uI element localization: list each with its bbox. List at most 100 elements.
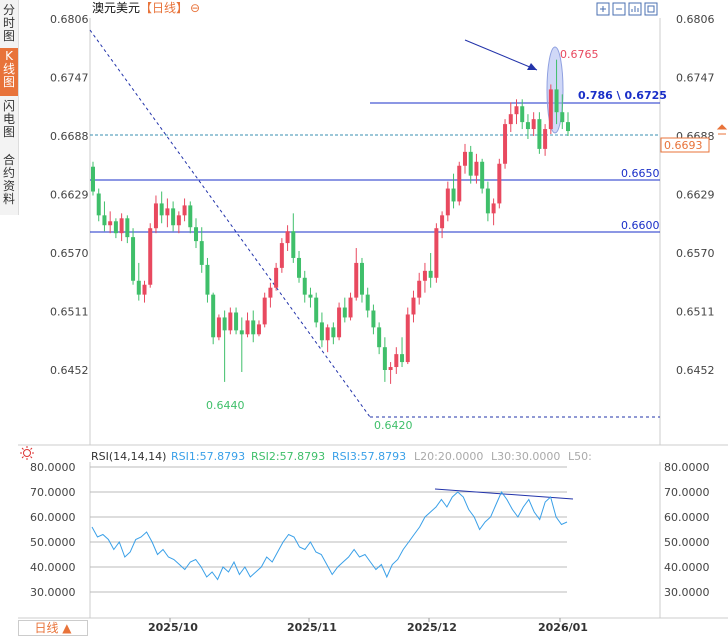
candle-body bbox=[96, 193, 101, 216]
time-axis-label: 2026/01 bbox=[538, 621, 588, 634]
candle-body bbox=[337, 307, 342, 338]
tab-kline[interactable]: K线图 bbox=[0, 48, 18, 96]
rsi1-value: RSI1:57.8793 bbox=[171, 450, 245, 463]
symbol-title: 澳元美元 bbox=[92, 1, 141, 15]
candle-body bbox=[543, 129, 548, 149]
candle-body bbox=[382, 347, 387, 370]
period-label[interactable]: 【日线】 bbox=[140, 1, 189, 15]
candle-body bbox=[451, 188, 456, 202]
price-tick-left: 0.6747 bbox=[50, 72, 89, 85]
candle-body bbox=[525, 122, 530, 130]
l30-value: L30:30.0000 bbox=[491, 450, 560, 463]
price-tick-left: 0.6511 bbox=[50, 306, 89, 319]
candle-body bbox=[531, 119, 536, 130]
time-axis-label: 2025/10 bbox=[148, 621, 198, 634]
candle-body bbox=[222, 317, 227, 331]
settings-icon[interactable]: ⊖ bbox=[190, 1, 201, 15]
candle-body bbox=[348, 297, 353, 318]
high-price-label: 0.6765 bbox=[560, 48, 599, 61]
fullscreen-icon[interactable] bbox=[644, 2, 658, 16]
low-label-0640: 0.6440 bbox=[206, 399, 245, 412]
level-label-0600: 0.6600 bbox=[621, 219, 660, 232]
arrow-head bbox=[527, 63, 537, 70]
price-tick-right: 0.6452 bbox=[676, 364, 715, 377]
candle-body bbox=[377, 327, 382, 348]
candle-body bbox=[268, 287, 273, 298]
candle-body bbox=[422, 270, 427, 281]
indicator-icon[interactable] bbox=[628, 2, 642, 16]
candle-body bbox=[440, 215, 445, 229]
arrow-line bbox=[464, 39, 538, 71]
candle-body bbox=[388, 367, 393, 370]
candle-body bbox=[485, 188, 490, 214]
candle-body bbox=[245, 320, 250, 335]
price-tick-right: 0.6747 bbox=[676, 72, 715, 85]
tab-timeshare[interactable]: 分时图 bbox=[2, 3, 15, 43]
candle-body bbox=[474, 161, 479, 176]
candle-body bbox=[279, 243, 284, 268]
candle-body bbox=[462, 151, 467, 166]
candle-body bbox=[113, 221, 118, 234]
candle-body bbox=[91, 166, 95, 192]
low-label-0642: 0.6420 bbox=[374, 419, 413, 432]
rsi-tick-left: 40.0000 bbox=[30, 561, 76, 574]
candle-body bbox=[457, 165, 462, 202]
rsi-tick-right: 50.0000 bbox=[664, 536, 710, 549]
candle-body bbox=[497, 163, 502, 204]
candle-body bbox=[205, 264, 210, 295]
rsi-tick-right: 80.0000 bbox=[664, 461, 710, 474]
candle-body bbox=[142, 284, 147, 295]
candle-body bbox=[405, 314, 410, 363]
candle-body bbox=[176, 215, 181, 226]
price-tick-left: 0.6452 bbox=[50, 364, 89, 377]
time-axis-label: 2025/11 bbox=[287, 621, 337, 634]
candle-body bbox=[285, 231, 290, 244]
candle-body bbox=[136, 280, 141, 295]
price-tick-left: 0.6688 bbox=[50, 130, 89, 143]
fib-level-label: 0.786 \ 0.6725 bbox=[578, 89, 667, 102]
current-price-marker-icon bbox=[716, 124, 728, 135]
candle-body bbox=[445, 188, 450, 216]
candle-body bbox=[182, 205, 187, 216]
candle-body bbox=[434, 228, 439, 278]
candle-body bbox=[125, 218, 130, 238]
period-button[interactable]: 日线 ▲ bbox=[18, 620, 88, 636]
rsi-tick-right: 40.0000 bbox=[664, 561, 710, 574]
zoom-out-icon[interactable] bbox=[612, 2, 626, 16]
candle-body bbox=[319, 322, 324, 341]
candle-body bbox=[171, 208, 176, 226]
candle-body bbox=[520, 106, 525, 123]
rsi-tick-left: 50.0000 bbox=[30, 536, 76, 549]
tab-flash-chart[interactable]: 闪电图 bbox=[2, 99, 15, 139]
candle-body bbox=[216, 317, 221, 338]
candle-body bbox=[560, 112, 565, 123]
rsi-tick-right: 60.0000 bbox=[664, 511, 710, 524]
candle-body bbox=[199, 241, 204, 265]
candle-body bbox=[325, 327, 330, 341]
candle-body bbox=[188, 205, 193, 228]
candle-body bbox=[153, 203, 158, 229]
chart-header: 澳元美元【日线】 ⊖ bbox=[92, 1, 200, 17]
time-axis-label: 2025/12 bbox=[407, 621, 457, 634]
candle-body bbox=[537, 119, 542, 149]
price-tick-right: 0.6806 bbox=[676, 13, 715, 26]
diagonal-trend-line bbox=[89, 29, 371, 418]
rsi-tick-right: 30.0000 bbox=[664, 586, 710, 599]
candle-body bbox=[554, 89, 559, 113]
candle-body bbox=[302, 277, 307, 295]
candle-body bbox=[297, 257, 302, 278]
candle-body bbox=[359, 262, 364, 295]
toolbar-icons bbox=[596, 1, 662, 16]
candle-body bbox=[365, 294, 370, 311]
candle-body bbox=[211, 294, 216, 338]
tab-contract-info[interactable]: 合约资料 bbox=[2, 153, 15, 206]
zoom-in-icon[interactable] bbox=[596, 2, 610, 16]
candle-body bbox=[159, 203, 164, 216]
sun-icon[interactable] bbox=[20, 446, 34, 460]
candle-body bbox=[102, 215, 107, 226]
price-tick-left: 0.6629 bbox=[50, 189, 89, 202]
candle-body bbox=[262, 297, 267, 325]
rsi-tick-left: 70.0000 bbox=[30, 486, 76, 499]
candle-body bbox=[417, 280, 422, 298]
